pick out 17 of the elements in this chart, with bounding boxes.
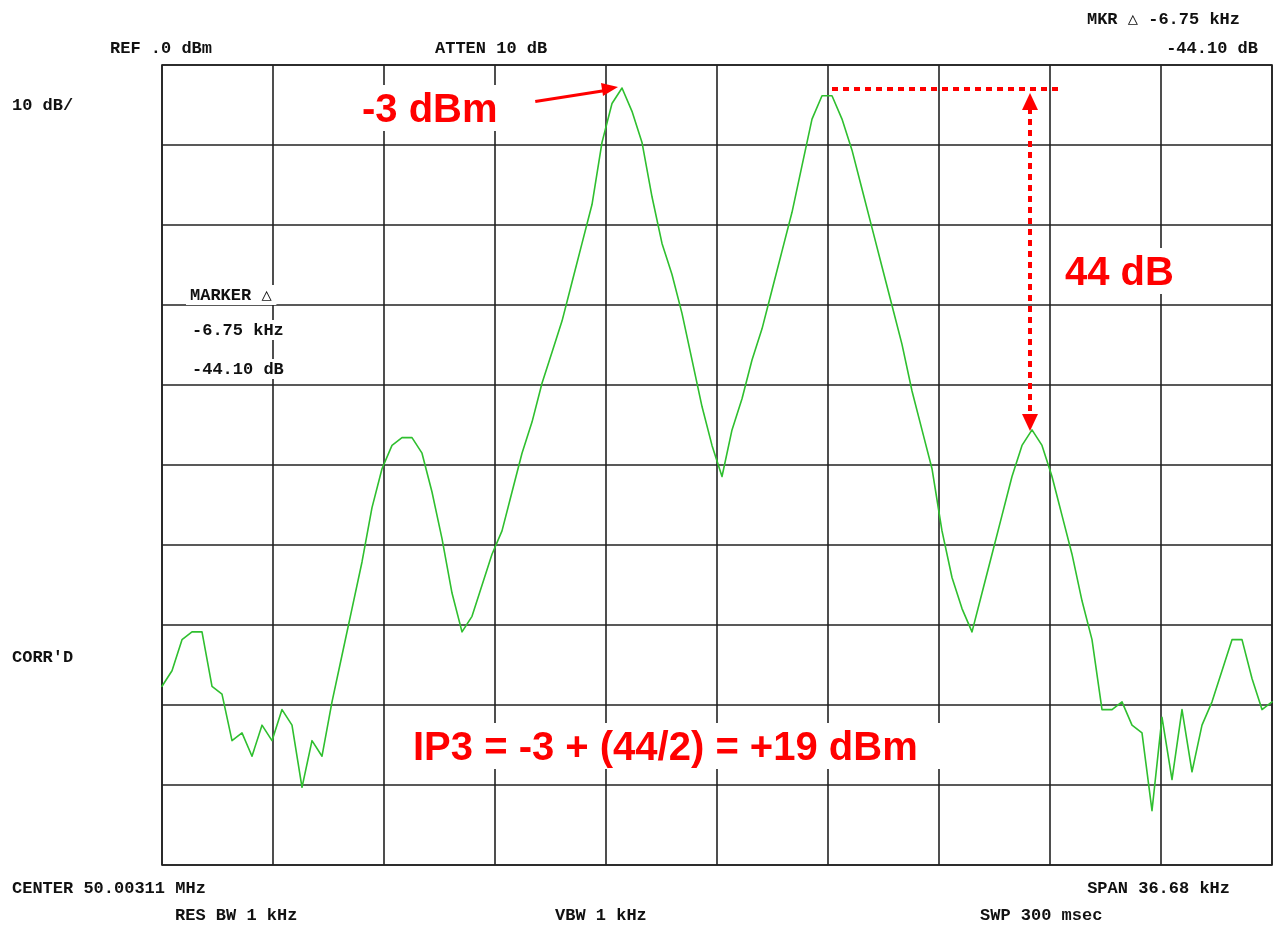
annotation: MARKER △ <box>190 286 273 305</box>
text: SWP 300 msec <box>980 906 1103 925</box>
annotation: -44.10 dB <box>192 360 284 379</box>
text: VBW 1 kHz <box>555 906 647 925</box>
text: MKR △ -6.75 kHz <box>1086 10 1240 29</box>
annotation: -3 dBm <box>362 86 498 130</box>
text: CENTER 50.00311 MHz <box>12 879 206 898</box>
text: ATTEN 10 dB <box>435 39 548 58</box>
annotation: 44 dB <box>1065 249 1174 293</box>
text: 10 dB/ <box>12 96 74 115</box>
text: SPAN 36.68 kHz <box>1087 879 1230 898</box>
text: RES BW 1 kHz <box>175 906 298 925</box>
text: CORR'D <box>12 648 74 667</box>
annotation: -6.75 kHz <box>192 321 284 340</box>
text: REF .0 dBm <box>110 39 213 58</box>
annotation: IP3 = -3 + (44/2) = +19 dBm <box>413 724 918 768</box>
text: -44.10 dB <box>1166 39 1258 58</box>
